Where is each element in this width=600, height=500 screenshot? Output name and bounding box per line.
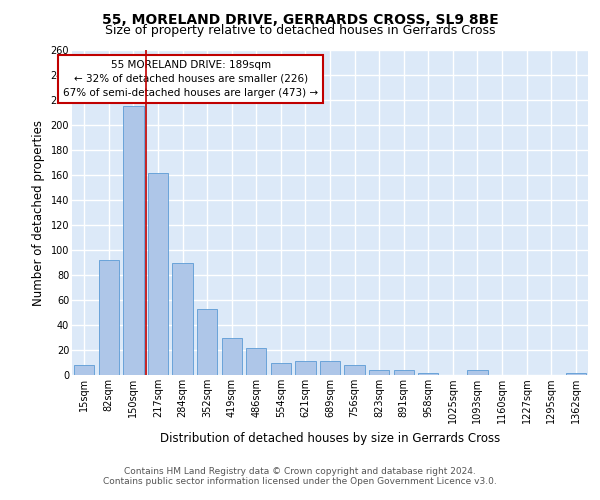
Bar bbox=[320, 361, 340, 375]
Bar bbox=[271, 362, 291, 375]
Bar bbox=[197, 308, 217, 375]
Bar bbox=[221, 338, 242, 375]
Bar bbox=[369, 370, 389, 375]
Bar bbox=[344, 365, 365, 375]
Text: Size of property relative to detached houses in Gerrards Cross: Size of property relative to detached ho… bbox=[105, 24, 495, 37]
Bar bbox=[148, 172, 168, 375]
Text: 55 MORELAND DRIVE: 189sqm
← 32% of detached houses are smaller (226)
67% of semi: 55 MORELAND DRIVE: 189sqm ← 32% of detac… bbox=[63, 60, 318, 98]
Bar bbox=[418, 372, 439, 375]
Bar bbox=[74, 365, 94, 375]
Bar bbox=[246, 348, 266, 375]
Bar bbox=[394, 370, 414, 375]
Text: Contains HM Land Registry data © Crown copyright and database right 2024.: Contains HM Land Registry data © Crown c… bbox=[124, 467, 476, 476]
Bar bbox=[566, 372, 586, 375]
Text: 55, MORELAND DRIVE, GERRARDS CROSS, SL9 8BE: 55, MORELAND DRIVE, GERRARDS CROSS, SL9 … bbox=[101, 12, 499, 26]
Bar bbox=[99, 260, 119, 375]
Bar bbox=[295, 361, 316, 375]
Bar bbox=[172, 262, 193, 375]
Text: Contains public sector information licensed under the Open Government Licence v3: Contains public sector information licen… bbox=[103, 477, 497, 486]
Bar bbox=[467, 370, 488, 375]
Bar bbox=[124, 106, 143, 375]
X-axis label: Distribution of detached houses by size in Gerrards Cross: Distribution of detached houses by size … bbox=[160, 432, 500, 444]
Y-axis label: Number of detached properties: Number of detached properties bbox=[32, 120, 45, 306]
